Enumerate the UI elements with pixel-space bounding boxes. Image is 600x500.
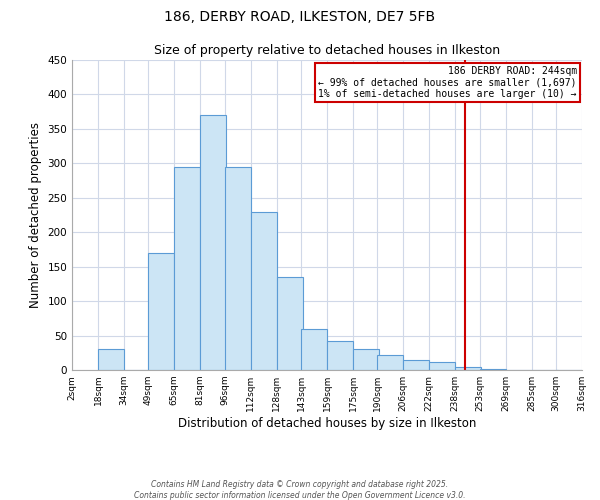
Bar (430, 362, 455, 370)
Text: Contains HM Land Registry data © Crown copyright and database right 2025.
Contai: Contains HM Land Registry data © Crown c… (134, 480, 466, 500)
Text: 186, DERBY ROAD, ILKESTON, DE7 5FB: 186, DERBY ROAD, ILKESTON, DE7 5FB (164, 10, 436, 24)
Bar (277, 277, 302, 370)
Bar (175, 167, 200, 370)
Bar (353, 350, 379, 370)
Bar (224, 167, 251, 370)
Bar (148, 253, 175, 370)
Y-axis label: Number of detached properties: Number of detached properties (29, 122, 42, 308)
Bar (251, 212, 277, 370)
Bar (98, 350, 124, 370)
Text: 186 DERBY ROAD: 244sqm
← 99% of detached houses are smaller (1,697)
1% of semi-d: 186 DERBY ROAD: 244sqm ← 99% of detached… (319, 66, 577, 100)
Bar (327, 341, 353, 370)
Bar (301, 328, 327, 370)
Title: Size of property relative to detached houses in Ilkeston: Size of property relative to detached ho… (154, 44, 500, 58)
Bar (455, 366, 481, 370)
X-axis label: Distribution of detached houses by size in Ilkeston: Distribution of detached houses by size … (178, 417, 476, 430)
Bar (403, 360, 430, 370)
Bar (200, 115, 226, 370)
Bar (377, 355, 403, 370)
